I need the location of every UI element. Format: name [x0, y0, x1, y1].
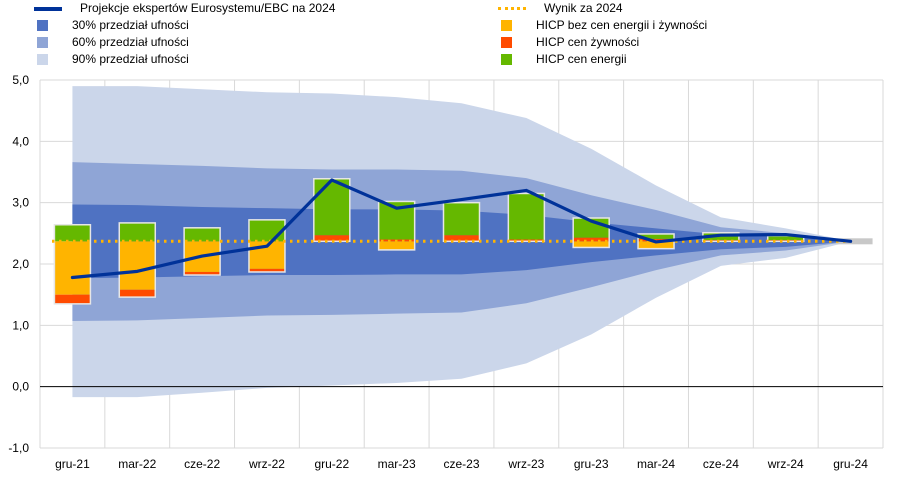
bar-outline	[248, 219, 286, 273]
bar-food	[573, 237, 610, 242]
legend-label: HICP bez cen energii i żywności	[536, 18, 708, 32]
bar-energy	[443, 202, 480, 236]
x-tick-label: cze-23	[443, 457, 479, 471]
legend-item-ci30: 30% przedział ufności	[0, 17, 335, 34]
bar-core	[573, 241, 610, 248]
dotted-swatch	[498, 7, 526, 10]
bar-core	[54, 241, 91, 295]
swatch	[37, 20, 48, 31]
legend-label: HICP cen żywności	[536, 35, 640, 49]
legend-item-core: HICP bez cen energii i żywności	[464, 17, 707, 34]
bar-food	[248, 268, 285, 272]
bar-outline	[118, 222, 157, 298]
y-tick-label: -1,0	[8, 441, 29, 455]
legend-label: 60% przedział ufności	[72, 35, 189, 49]
bar-food	[508, 239, 545, 242]
swatch	[37, 37, 48, 48]
legend-item-projection: Projekcje ekspertów Eurosystemu/EBC na 2…	[0, 0, 335, 17]
legend-label: Projekcje ekspertów Eurosystemu/EBC na 2…	[80, 1, 336, 15]
x-tick-label: mar-24	[637, 457, 675, 471]
bar-food	[119, 289, 156, 298]
bar-food	[443, 235, 480, 242]
y-tick-label: 4,0	[12, 134, 29, 148]
bar-core	[378, 241, 415, 250]
bar-energy	[313, 178, 350, 236]
bar-food	[184, 271, 221, 276]
swatch	[501, 20, 512, 31]
legend-label: 30% przedział ufności	[72, 18, 189, 32]
y-tick-label: 5,0	[12, 73, 29, 87]
bar-outline	[442, 201, 481, 243]
x-tick-label: cze-24	[703, 457, 739, 471]
bar-energy	[184, 227, 221, 242]
end-marker	[836, 238, 873, 245]
x-tick-label: wrz-22	[248, 457, 285, 471]
x-tick-label: wrz-23	[507, 457, 544, 471]
lines	[52, 178, 853, 280]
swatch	[501, 54, 512, 65]
legend-item-ci60: 60% przedział ufności	[0, 34, 335, 51]
bar-energy	[767, 235, 804, 241]
bar-core	[638, 241, 675, 249]
legend-label: Wynik za 2024	[544, 1, 623, 15]
x-tick-label: gru-23	[574, 457, 609, 471]
legend-label: 90% przedział ufności	[72, 52, 189, 66]
projection-line	[70, 178, 853, 280]
swatch	[37, 54, 48, 65]
bar-energy	[248, 219, 285, 242]
y-tick-label: 0,0	[12, 380, 29, 394]
bar-energy	[638, 233, 675, 239]
bar-outline	[507, 192, 546, 243]
y-tick-label: 1,0	[12, 318, 29, 332]
y-tick-label: 3,0	[12, 196, 29, 210]
bar-food	[313, 235, 350, 242]
tick-labels: -1,0 0,0 1,0 2,0 3,0 4,0 5,0 gru-21 mar-22 cze-22…	[8, 73, 868, 471]
legend-right: Wynik za 2024 HICP bez cen energii i żyw…	[464, 0, 707, 68]
y-tick-label: 2,0	[12, 257, 29, 271]
bar-core	[119, 241, 156, 290]
legend-item-outcome: Wynik za 2024	[464, 0, 707, 17]
bar-outline	[183, 227, 221, 276]
x-tick-label: gru-21	[55, 457, 90, 471]
bar-outline	[377, 200, 416, 251]
x-tick-label: wrz-24	[767, 457, 804, 471]
line-swatch	[34, 6, 62, 11]
bar-energy	[54, 224, 91, 242]
bar-energy	[508, 193, 545, 240]
bar-outline	[572, 217, 610, 249]
x-tick-label: gru-22	[314, 457, 349, 471]
legend-label: HICP cen energii	[536, 52, 627, 66]
bar-energy	[119, 222, 156, 242]
legend-item-ci90: 90% przedział ufności	[0, 51, 335, 68]
x-tick-label: mar-22	[118, 457, 156, 471]
legend-left: Projekcje ekspertów Eurosystemu/EBC na 2…	[0, 0, 335, 68]
x-tick-label: cze-22	[184, 457, 220, 471]
x-tick-label: gru-24	[833, 457, 868, 471]
legend-item-energy: HICP cen energii	[464, 51, 707, 68]
bar-outline	[53, 223, 92, 305]
bar-food	[54, 294, 91, 304]
x-tick-label: mar-23	[378, 457, 416, 471]
swatch	[501, 37, 512, 48]
legend-item-food: HICP cen żywności	[464, 34, 707, 51]
